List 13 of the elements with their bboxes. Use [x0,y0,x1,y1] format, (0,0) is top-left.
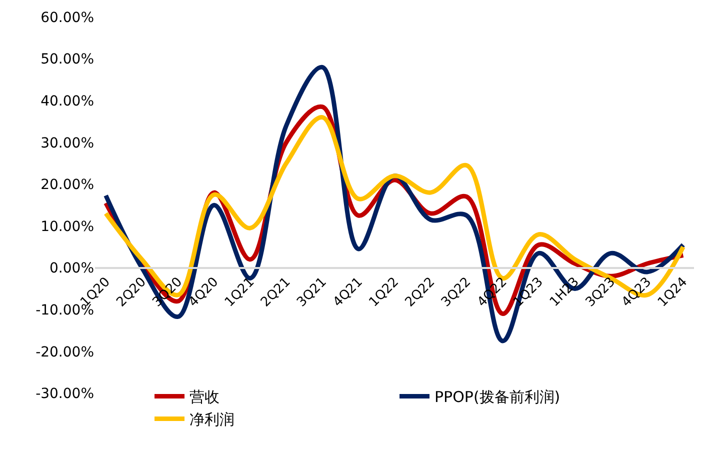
y-tick-label: -20.00% [36,344,94,360]
y-tick-label: -10.00% [36,302,94,318]
y-tick-label: 40.00% [40,94,94,110]
y-tick-label: 0.00% [50,260,94,277]
y-tick-label: 30.00% [40,135,94,152]
y-tick-label: 20.00% [40,177,94,194]
legend-label: 营收 [190,388,220,406]
y-tick-label: 10.00% [40,218,94,235]
y-tick-label: 50.00% [40,52,94,68]
legend-label: PPOP(拨备前利润) [434,388,560,406]
y-tick-label: -30.00% [36,386,94,402]
y-tick-label: 60.00% [40,10,94,26]
legend-label: 净利润 [190,410,234,429]
